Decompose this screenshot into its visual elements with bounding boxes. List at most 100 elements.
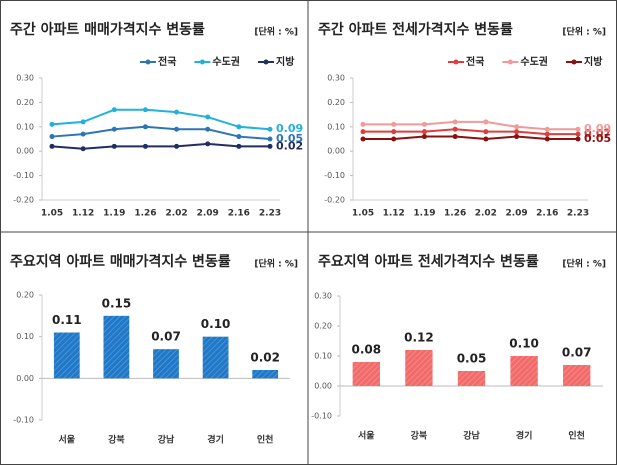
y-tick-label: 0.30 bbox=[16, 74, 34, 83]
point bbox=[80, 119, 86, 125]
point bbox=[236, 124, 242, 130]
x-tick-label: 강남 bbox=[158, 434, 175, 446]
x-tick-label: 1.12 bbox=[72, 209, 94, 219]
point bbox=[205, 126, 211, 132]
x-tick-label: 경기 bbox=[207, 434, 224, 446]
y-tick-label: 0.30 bbox=[327, 74, 345, 83]
x-tick-label: 1.05 bbox=[352, 209, 374, 219]
line bbox=[363, 128, 578, 136]
x-tick-label: 강북 bbox=[108, 434, 125, 446]
point bbox=[452, 134, 458, 140]
bar bbox=[53, 332, 80, 379]
value-label: 0.12 bbox=[404, 331, 434, 345]
y-tick-label: 0.00 bbox=[16, 147, 34, 156]
x-tick-label: 2.09 bbox=[505, 209, 527, 219]
unit-label: [단위 : %] bbox=[254, 258, 298, 270]
value-label: 0.10 bbox=[201, 317, 231, 331]
x-tick-label: 경기 bbox=[516, 430, 533, 442]
x-tick-label: 2.09 bbox=[197, 209, 219, 219]
y-tick-label: -0.20 bbox=[324, 196, 345, 205]
point bbox=[391, 129, 397, 135]
panel: 주요지역 아파트 전세가격지수 변동률 [단위 : %] 0.30 0.20 0.10 0… bbox=[311, 253, 606, 442]
x-tick-label: 2.16 bbox=[228, 209, 250, 219]
chart-title: 주요지역 아파트 전세가격지수 변동률 bbox=[318, 253, 539, 270]
point bbox=[142, 107, 148, 113]
value-label: 0.02 bbox=[250, 351, 280, 365]
x-tick-label: 인천 bbox=[257, 435, 274, 446]
bar bbox=[405, 350, 433, 386]
value-label: 0.08 bbox=[351, 343, 381, 357]
point bbox=[360, 121, 366, 127]
x-tick-label: 1.05 bbox=[41, 209, 63, 219]
point bbox=[111, 143, 117, 149]
panel: 주요지역 아파트 매매가격지수 변동률 [단위 : %] 0.20 0.10 0.00 -… bbox=[10, 253, 298, 446]
x-tick-label: 강남 bbox=[463, 430, 480, 442]
unit-label: [단위 : %] bbox=[254, 26, 298, 38]
point bbox=[174, 126, 180, 132]
point bbox=[575, 126, 581, 132]
bar bbox=[457, 371, 486, 386]
end-label: 0.02 bbox=[276, 139, 303, 152]
x-tick-label: 2.16 bbox=[536, 209, 558, 219]
line bbox=[51, 142, 270, 150]
x-tick-label: 1.26 bbox=[444, 209, 466, 219]
x-tick-label: 1.19 bbox=[103, 209, 125, 219]
y-tick-label: -0.20 bbox=[13, 196, 34, 205]
value-label: 0.15 bbox=[102, 296, 132, 310]
legend-swatch bbox=[199, 59, 205, 65]
point bbox=[111, 126, 117, 132]
y-tick-label: 0.10 bbox=[314, 352, 332, 361]
y-tick-label: 0.10 bbox=[16, 122, 34, 131]
legend-label: 지방 bbox=[276, 55, 295, 68]
value-label: 0.07 bbox=[151, 330, 181, 344]
x-tick-label: 1.19 bbox=[413, 209, 435, 219]
point bbox=[483, 129, 489, 135]
legend-swatch bbox=[263, 59, 269, 65]
x-tick-label: 2.23 bbox=[567, 209, 589, 219]
point bbox=[421, 134, 427, 140]
legend-swatch bbox=[571, 59, 577, 65]
legend-label: 지방 bbox=[584, 55, 603, 68]
legend-swatch bbox=[453, 59, 459, 65]
legend-label: 전국 bbox=[158, 55, 176, 68]
point bbox=[236, 143, 242, 149]
y-tick-label: 0.20 bbox=[327, 98, 345, 107]
point bbox=[236, 134, 242, 140]
legend-swatch bbox=[507, 59, 513, 65]
point bbox=[111, 107, 117, 113]
chart-title: 주요지역 아파트 매매가격지수 변동률 bbox=[10, 253, 231, 270]
x-tick-label: 서울 bbox=[59, 434, 76, 446]
chart-title: 주간 아파트 매매가격지수 변동률 bbox=[10, 21, 205, 38]
x-tick-label: 인천 bbox=[568, 431, 585, 442]
line bbox=[363, 120, 578, 131]
unit-label: [단위 : %] bbox=[562, 26, 606, 38]
point bbox=[49, 143, 55, 149]
point bbox=[544, 136, 550, 142]
y-tick-label: 0.00 bbox=[314, 382, 332, 391]
line bbox=[51, 125, 271, 140]
point bbox=[575, 131, 581, 137]
point bbox=[142, 143, 148, 149]
point bbox=[514, 129, 520, 135]
point bbox=[205, 114, 211, 120]
y-tick-label: 0.00 bbox=[16, 374, 34, 383]
y-tick-label: -0.10 bbox=[13, 416, 34, 425]
value-label: 0.10 bbox=[509, 337, 539, 351]
end-label: 0.07 bbox=[584, 127, 611, 140]
x-tick-label: 2.23 bbox=[259, 209, 281, 219]
point bbox=[267, 136, 273, 142]
panel: 주간 아파트 매매가격지수 변동률 [단위 : %] 0.30 0.20 0.10 0.0… bbox=[10, 21, 303, 219]
point bbox=[421, 129, 427, 135]
end-label: 0.05 bbox=[584, 132, 611, 145]
bar bbox=[103, 315, 130, 379]
end-label: 0.05 bbox=[276, 132, 303, 145]
value-label: 0.07 bbox=[562, 346, 592, 360]
point bbox=[267, 126, 273, 132]
point bbox=[452, 119, 458, 125]
y-tick-label: 0.10 bbox=[327, 122, 345, 131]
bar bbox=[202, 336, 229, 379]
bar bbox=[352, 362, 380, 386]
panel: 주간 아파트 전세가격지수 변동률 [단위 : %] 0.30 0.20 0.10 0.0… bbox=[318, 21, 611, 219]
point bbox=[544, 131, 550, 137]
chart-title: 주간 아파트 전세가격지수 변동률 bbox=[318, 21, 513, 38]
